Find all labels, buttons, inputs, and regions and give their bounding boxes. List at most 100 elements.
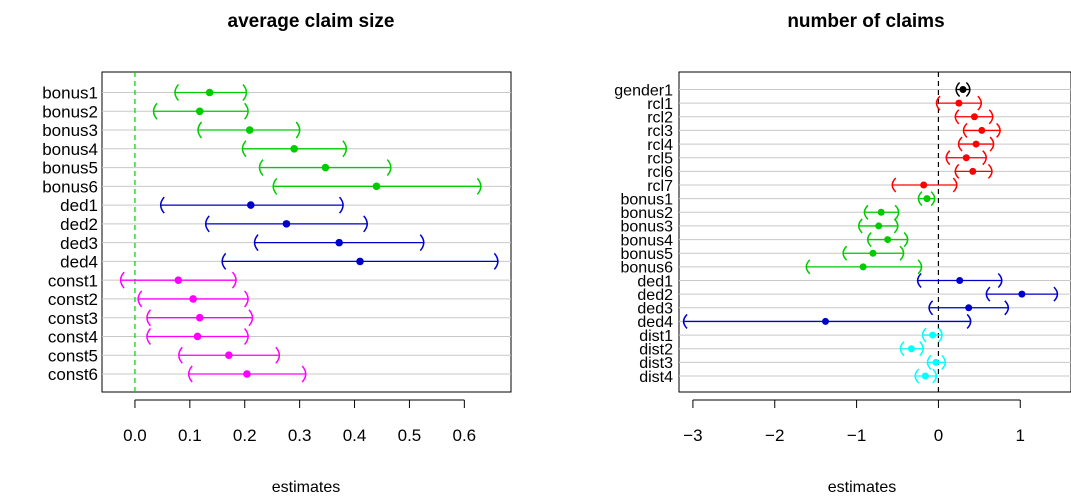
x-tick-label: −1 — [847, 426, 866, 445]
lower-bound-bracket — [921, 327, 927, 343]
lower-bound-bracket — [985, 286, 991, 302]
upper-bound-bracket — [932, 368, 938, 384]
upper-bound-bracket — [899, 245, 905, 261]
x-axis-label: estimates — [272, 479, 340, 496]
upper-bound-bracket — [243, 327, 249, 345]
y-tick-labels: gender1rcl1rcl2rcl3rcl4rcl5rcl6rcl7bonus… — [614, 82, 673, 386]
estimate-point — [923, 195, 931, 203]
upper-bound-bracket — [977, 95, 983, 111]
row-label: rcl3 — [647, 123, 673, 140]
y-tick-labels: bonus1bonus2bonus3bonus4bonus5bonus6ded1… — [42, 84, 98, 384]
row-label: bonus1 — [42, 84, 98, 103]
estimate-point — [195, 107, 204, 116]
lower-bound-bracket — [891, 177, 897, 193]
estimate-point — [965, 304, 973, 312]
row-label: ded2 — [637, 287, 673, 304]
row-label: bonus3 — [42, 121, 98, 140]
estimate-point — [969, 167, 977, 175]
x-axis: 0.0 0.1 0.2 0.3 0.4 0.5 0.6 — [123, 399, 477, 445]
lower-bound-bracket — [857, 218, 863, 234]
upper-bound-bracket — [243, 290, 249, 308]
row-label: ded4 — [60, 253, 98, 272]
lower-bound-bracket — [221, 252, 227, 270]
row-label: const6 — [48, 365, 98, 384]
row-label: const1 — [48, 271, 98, 290]
estimate-marks — [119, 84, 499, 383]
estimate-point — [877, 208, 885, 216]
estimate-point — [959, 86, 967, 93]
estimate-point — [970, 113, 978, 121]
lower-bound-bracket — [152, 102, 158, 120]
row-label: bonus1 — [621, 191, 674, 208]
x-tick-label: −2 — [765, 426, 784, 445]
row-label: dist4 — [639, 369, 673, 386]
x-tick-label: 0.6 — [453, 426, 477, 445]
upper-bound-bracket — [982, 150, 987, 166]
upper-bound-bracket — [242, 84, 248, 101]
row-label: const4 — [48, 328, 98, 347]
lower-bound-bracket — [863, 204, 869, 220]
lower-bound-bracket — [955, 81, 961, 98]
lower-bound-bracket — [935, 95, 941, 111]
estimate-point — [978, 126, 986, 134]
row-label: ded4 — [637, 314, 673, 331]
estimate-point — [920, 181, 928, 189]
upper-bound-bracket — [301, 365, 307, 383]
x-tick-label: 0.1 — [178, 426, 202, 445]
estimate-point — [372, 182, 381, 191]
upper-bound-bracket — [476, 177, 482, 195]
upper-bound-bracket — [917, 259, 923, 275]
x-tick-label: 1 — [1016, 426, 1025, 445]
upper-bound-bracket — [1004, 300, 1010, 316]
lower-bound-bracket — [866, 232, 872, 248]
row-label: ded1 — [637, 273, 673, 290]
estimate-point — [205, 88, 214, 97]
estimate-point — [921, 372, 929, 380]
upper-bound-bracket — [342, 140, 348, 158]
row-label: dist3 — [639, 355, 673, 372]
lower-bound-bracket — [899, 341, 905, 357]
upper-bound-bracket — [1053, 286, 1059, 302]
row-label: const5 — [48, 346, 98, 365]
row-label: bonus6 — [621, 260, 674, 277]
row-label: dist2 — [639, 341, 673, 358]
row-label: bonus6 — [42, 177, 98, 196]
row-label: bonus3 — [621, 219, 674, 236]
lower-bound-bracket — [178, 346, 183, 364]
upper-bound-bracket — [989, 136, 995, 152]
lower-bound-bracket — [187, 365, 193, 383]
lower-bound-bracket — [926, 354, 932, 370]
panel-average-claim-size: average claim size bonus1bonus2bonus3bon… — [42, 11, 512, 496]
estimate-point — [290, 145, 298, 153]
estimate-point — [225, 351, 233, 360]
estimate-point — [1018, 290, 1026, 298]
x-tick-label: 0.3 — [288, 426, 312, 445]
lower-bound-bracket — [146, 327, 152, 345]
lower-bound-bracket — [258, 159, 264, 177]
lower-bound-bracket — [197, 121, 203, 139]
estimate-point — [356, 257, 364, 266]
row-label: bonus4 — [42, 140, 98, 159]
estimate-point — [243, 370, 251, 378]
row-label: bonus5 — [42, 159, 98, 178]
upper-bound-bracket — [987, 163, 993, 179]
lower-bound-bracket — [928, 300, 934, 316]
upper-bound-bracket — [231, 271, 237, 289]
lower-bound-bracket — [204, 215, 210, 233]
upper-bound-bracket — [243, 102, 249, 120]
estimate-point — [884, 236, 892, 244]
chart-title: average claim size — [228, 11, 395, 32]
x-tick-label: 0.5 — [398, 426, 422, 445]
lower-bound-bracket — [917, 191, 923, 207]
lower-bound-bracket — [159, 196, 165, 214]
upper-bound-bracket — [996, 122, 1001, 138]
upper-bound-bracket — [295, 121, 301, 139]
row-label: rcl6 — [647, 164, 673, 181]
row-label: const2 — [48, 290, 98, 309]
upper-bound-bracket — [248, 309, 254, 327]
estimate-point — [932, 358, 940, 366]
x-tick-label: 0.0 — [123, 426, 147, 445]
x-axis-label: estimates — [828, 479, 896, 496]
upper-bound-bracket — [937, 327, 943, 343]
row-label: bonus5 — [621, 246, 674, 263]
